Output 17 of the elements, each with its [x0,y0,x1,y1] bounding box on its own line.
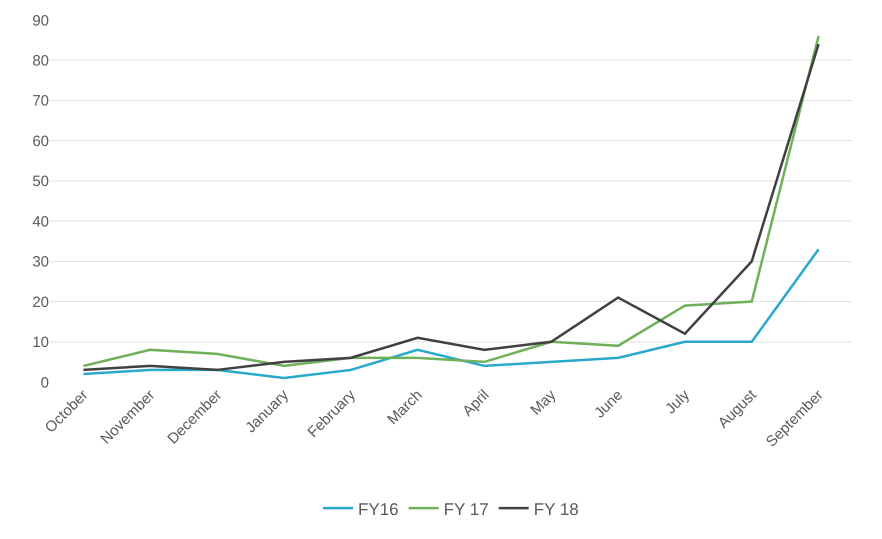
x-tick-label: June [591,386,626,422]
y-tick-label: 70 [32,92,49,110]
y-tick-label: 0 [40,374,49,392]
x-tick-label: July [662,386,694,418]
y-tick-label: 80 [32,52,49,70]
line-series [82,248,820,380]
y-tick-label: 60 [32,132,49,150]
legend-label: FY16 [358,500,399,519]
legend-label: FY 17 [444,500,489,519]
y-tick-label: 40 [32,213,49,230]
x-tick-label: May [527,386,560,419]
y-tick-label: 30 [32,254,49,271]
y-tick-label: 20 [32,294,49,311]
y-tick-label: 50 [32,173,49,190]
y-tick-label: 10 [32,334,49,352]
y-tick-label: 90 [32,12,49,30]
legend-label: FY 18 [534,500,579,519]
